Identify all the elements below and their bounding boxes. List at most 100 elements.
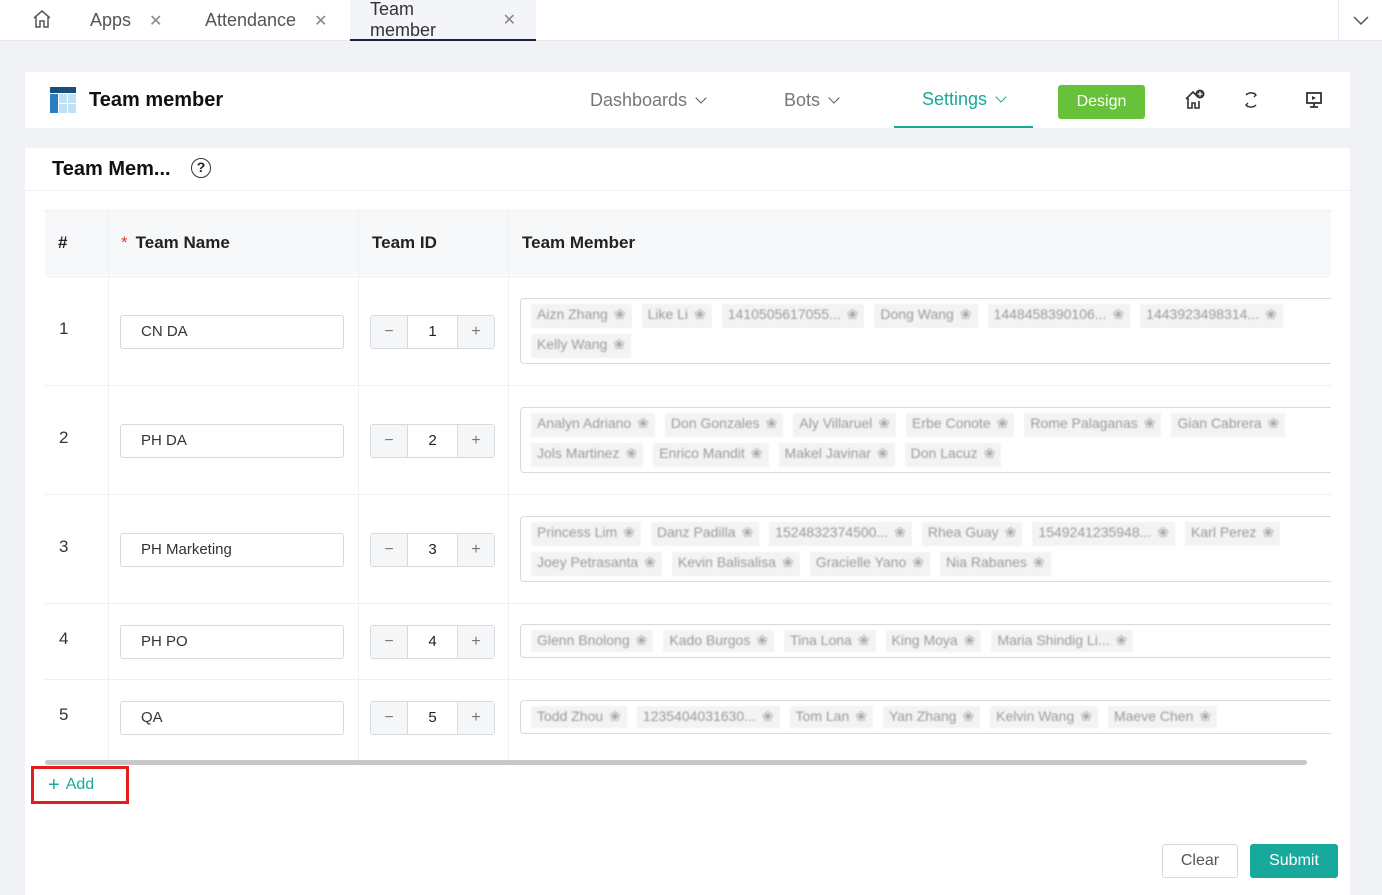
member-tag[interactable]: Erbe Conote ❀ [906, 412, 1015, 437]
add-home-icon[interactable] [1184, 89, 1206, 111]
home-icon[interactable] [32, 9, 52, 29]
increment-button[interactable]: + [458, 626, 494, 658]
column-divider [358, 211, 359, 766]
tab-apps[interactable]: Apps ✕ [90, 10, 163, 30]
presentation-icon[interactable] [1304, 90, 1324, 110]
member-tag[interactable]: Analyn Adriano ❀ [531, 412, 655, 437]
member-tag[interactable]: Kelly Wang ❀ [531, 333, 632, 358]
team-name-input[interactable]: QA [120, 701, 344, 735]
chevron-down-icon [695, 91, 707, 104]
team-name-input[interactable]: PH Marketing [120, 532, 344, 567]
member-tag[interactable]: 1524832374500... ❀ [769, 521, 912, 546]
member-tag[interactable]: Danz Padilla ❀ [650, 521, 760, 546]
member-tag[interactable]: Tina Lona ❀ [784, 630, 876, 652]
team-member-select[interactable]: Analyn Adriano ❀ Don Gonzales ❀ Aly Villarue… [520, 406, 1331, 473]
avatar-icon: ❀ [1032, 553, 1045, 570]
nav-bots[interactable]: Bots [784, 72, 840, 128]
member-tag[interactable]: Maria Shindig Li... ❀ [991, 630, 1134, 652]
table-row: 3 PH Marketing −3 + Princess Lim ❀ Danz Pad… [45, 494, 1331, 603]
add-row-button[interactable]: + Add [31, 766, 129, 804]
close-icon[interactable]: ✕ [149, 12, 163, 30]
increment-button[interactable]: + [458, 533, 494, 566]
team-id-value[interactable]: 3 [407, 533, 458, 566]
avatar-icon: ❀ [644, 553, 656, 570]
decrement-button[interactable]: − [371, 702, 407, 734]
design-button[interactable]: Design [1058, 85, 1145, 119]
team-id-stepper[interactable]: −1 + [370, 314, 495, 349]
member-tag[interactable]: Karl Perez ❀ [1185, 521, 1281, 546]
team-member-select[interactable]: Princess Lim ❀ Danz Padilla ❀ 1524832374500.… [520, 515, 1331, 582]
team-member-select[interactable]: Glenn Bnolong ❀ Kado Burgos ❀ Tina Lona ❀ King… [520, 624, 1331, 658]
member-tag[interactable]: Kado Burgos ❀ [663, 630, 775, 652]
decrement-button[interactable]: − [371, 315, 407, 348]
team-id-stepper[interactable]: −2 + [370, 423, 495, 458]
member-tag[interactable]: Kelvin Wang ❀ [990, 706, 1098, 728]
tabs-dropdown-button[interactable] [1338, 0, 1382, 41]
member-tag[interactable]: Maeve Chen ❀ [1107, 706, 1218, 728]
team-member-select[interactable]: Todd Zhou ❀ 1235404031630... ❀ Tom Lan ❀ Yan Z… [520, 700, 1331, 734]
member-tag[interactable]: 1410505617055... ❀ [721, 303, 865, 328]
member-tag[interactable]: Glenn Bnolong ❀ [531, 630, 654, 652]
team-name-input[interactable]: PH PO [120, 625, 344, 659]
table-logo-icon [50, 87, 76, 113]
team-id-stepper[interactable]: −5 + [370, 701, 495, 735]
chevron-down-icon [828, 91, 840, 104]
member-tag[interactable]: Kevin Balisalisa ❀ [671, 551, 800, 576]
nav-settings[interactable]: Settings [894, 72, 1033, 128]
member-tag[interactable]: King Moya ❀ [885, 630, 982, 652]
member-tag[interactable]: Jols Martinez ❀ [531, 442, 644, 467]
submit-button[interactable]: Submit [1250, 844, 1338, 878]
close-icon[interactable]: ✕ [502, 11, 516, 29]
horizontal-scrollbar[interactable] [45, 760, 1307, 765]
member-tag[interactable]: Rhea Guay ❀ [921, 521, 1023, 546]
avatar-icon: ❀ [983, 444, 996, 461]
help-icon[interactable]: ? [191, 158, 211, 178]
member-tag[interactable]: Todd Zhou ❀ [531, 706, 627, 728]
member-tag[interactable]: 1443923498314... ❀ [1140, 303, 1283, 328]
member-tag[interactable]: 1235404031630... ❀ [636, 706, 780, 728]
column-header-index: # [58, 211, 68, 275]
member-tag[interactable]: Don Gonzales ❀ [664, 412, 784, 437]
refresh-icon[interactable] [1241, 90, 1261, 110]
close-icon[interactable]: ✕ [314, 12, 328, 30]
team-id-value[interactable]: 2 [407, 424, 458, 457]
member-tag[interactable]: Tom Lan ❀ [789, 706, 873, 728]
team-name-input[interactable]: PH DA [120, 423, 344, 458]
increment-button[interactable]: + [458, 424, 494, 457]
avatar-icon: ❀ [996, 414, 1009, 431]
team-id-stepper[interactable]: −3 + [370, 532, 495, 567]
team-id-value[interactable]: 1 [407, 315, 458, 348]
tab-team-member[interactable]: Team member ✕ [350, 0, 536, 41]
member-tag[interactable]: Aly Villaruel ❀ [793, 412, 896, 437]
member-tag[interactable]: Don Lacuz ❀ [904, 442, 1002, 467]
team-id-value[interactable]: 4 [407, 626, 458, 658]
member-tag[interactable]: 1448458390106... ❀ [987, 303, 1131, 328]
decrement-button[interactable]: − [371, 626, 407, 658]
member-tag[interactable]: Enrico Mandit ❀ [653, 442, 769, 467]
avatar-icon: ❀ [959, 305, 972, 322]
member-tag[interactable]: Dong Wang ❀ [874, 303, 978, 328]
member-tag[interactable]: Rome Palaganas ❀ [1024, 412, 1162, 437]
member-tag[interactable]: Princess Lim ❀ [531, 521, 641, 546]
member-tag[interactable]: Joey Petrasanta ❀ [531, 551, 662, 576]
decrement-button[interactable]: − [371, 533, 407, 566]
member-tag[interactable]: Nia Rabanes ❀ [939, 551, 1051, 576]
member-tag[interactable]: Yan Zhang ❀ [882, 706, 981, 728]
clear-button[interactable]: Clear [1162, 844, 1238, 878]
member-tag[interactable]: Makel Javinar ❀ [778, 442, 895, 467]
team-member-select[interactable]: Aizn Zhang ❀ Like Li ❀ 1410505617055... ❀ Dong… [520, 297, 1331, 364]
team-id-stepper[interactable]: −4 + [370, 625, 495, 659]
member-tag[interactable]: Gracielle Yano ❀ [809, 551, 930, 576]
member-tag[interactable]: Like Li ❀ [641, 303, 712, 328]
member-tag[interactable]: Gian Cabrera ❀ [1171, 412, 1286, 437]
tab-attendance[interactable]: Attendance ✕ [205, 10, 328, 30]
team-name-input[interactable]: CN DA [120, 314, 344, 349]
team-id-value[interactable]: 5 [407, 702, 458, 734]
member-tag[interactable]: Aizn Zhang ❀ [531, 303, 632, 328]
decrement-button[interactable]: − [371, 424, 407, 457]
increment-button[interactable]: + [458, 702, 494, 734]
increment-button[interactable]: + [458, 315, 494, 348]
column-divider [108, 211, 109, 766]
member-tag[interactable]: 1549241235948... ❀ [1032, 521, 1176, 546]
nav-dashboards[interactable]: Dashboards [590, 72, 707, 128]
